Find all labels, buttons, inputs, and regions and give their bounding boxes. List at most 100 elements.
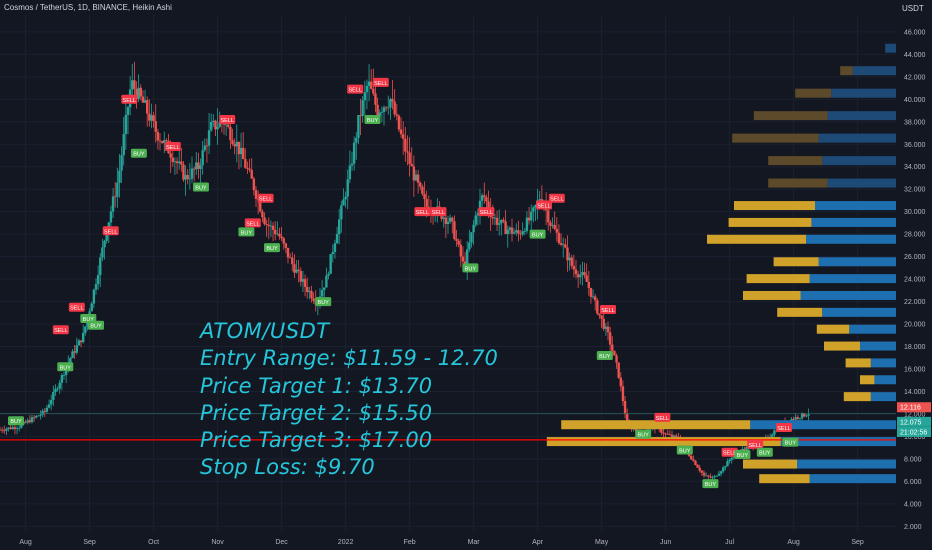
volume-profile-down-bar [561, 420, 751, 430]
candle-body [512, 232, 516, 234]
candle-body [103, 240, 106, 248]
candle-body [423, 193, 426, 200]
candle-body [308, 290, 311, 292]
sell-signal: SELL [430, 207, 447, 217]
candle-body [227, 124, 230, 127]
signal-box [238, 227, 255, 237]
candle-body [606, 326, 610, 333]
price-tick-label: 42.000 [904, 74, 926, 81]
volume-profile-down-bar [743, 290, 801, 300]
price-tick-label: 16.000 [904, 367, 926, 374]
candle-body [414, 174, 418, 181]
candle-body [696, 464, 699, 468]
candle-body [165, 140, 168, 141]
candle-body [276, 233, 279, 235]
candle-body [773, 430, 776, 435]
candle-body [11, 427, 14, 429]
candle-body [52, 391, 55, 401]
time-tick-label: Jul [725, 539, 734, 546]
candle-body [670, 434, 674, 437]
sell-signal: SELL [478, 207, 495, 217]
candle-body [389, 99, 392, 108]
candle-body [212, 120, 215, 123]
candle-body [303, 279, 307, 287]
candle-body [346, 179, 349, 197]
signal-label: SELL [723, 451, 736, 457]
candle-body [242, 147, 245, 160]
candle-body [105, 234, 108, 241]
signal-box [414, 207, 431, 217]
candle-body [79, 340, 83, 343]
volume-profile-down-bar [746, 274, 810, 284]
candle-body [148, 113, 151, 121]
signal-box [88, 320, 104, 330]
candle-body [365, 85, 369, 93]
candle-body [210, 122, 213, 131]
signal-label: SELL [374, 81, 387, 87]
signal-label: SELL [259, 197, 272, 203]
candle-body [235, 141, 238, 147]
volume-profile-down-bar [768, 156, 823, 166]
candle-body [250, 169, 253, 179]
candle-body [743, 448, 746, 450]
candle-body [54, 388, 57, 392]
price-tick-label: 40.000 [904, 97, 926, 104]
price-tick-label: 44.000 [904, 52, 926, 59]
signal-box [57, 362, 74, 372]
signal-box [747, 439, 764, 449]
volume-profile-down-bar [777, 307, 823, 317]
candle-body [338, 219, 341, 235]
candle-body [184, 175, 187, 180]
candle-body [485, 197, 488, 202]
volume-profile-up-bar [822, 156, 896, 166]
candle-body [374, 93, 377, 105]
overlay-target-2: Price Target 2: $15.50 [200, 400, 433, 425]
price-label-box [897, 416, 931, 427]
candle-body [406, 151, 409, 153]
candle-body [803, 413, 806, 417]
price-tick-label: 6.000 [904, 479, 922, 486]
candle-body [43, 410, 46, 412]
candle-body [363, 92, 366, 101]
signal-box [192, 182, 209, 192]
buy-signal: BUY [756, 447, 773, 457]
time-axis[interactable]: Aug Sep Oct Nov Dec 2022 Feb Mar Apr May Jun Jul Aug… [0, 532, 896, 550]
signal-label: SELL [104, 229, 117, 235]
candle-body [163, 140, 166, 143]
candle-body [690, 455, 693, 460]
candle-body [457, 240, 460, 245]
candle-body [69, 358, 72, 363]
candle-body [137, 87, 140, 99]
time-tick-label: May [595, 539, 609, 546]
candle-body [229, 126, 232, 141]
signal-box [676, 445, 693, 455]
candle-body [771, 434, 774, 437]
sell-signal: SELL [52, 325, 69, 335]
candle-body [297, 269, 300, 271]
time-tick-label: Apr [532, 539, 544, 546]
sell-signal: SELL [600, 304, 616, 314]
price-axis[interactable]: 2.000 4.000 6.000 8.000 10.000 12.000 14.000 16… [896, 0, 932, 550]
signal-label: BUY [705, 482, 717, 488]
candle-body [589, 287, 593, 297]
candle-body [453, 221, 456, 239]
price-tick-label: 12.000 [904, 411, 926, 418]
candle-body [246, 167, 249, 169]
buy-signal: BUY [676, 445, 693, 455]
signal-box [244, 218, 261, 228]
volume-profile-up-bar [809, 274, 896, 284]
candle-body [527, 217, 531, 221]
candle-body [99, 257, 102, 276]
candle-body [404, 138, 407, 152]
candle-body [203, 145, 206, 151]
signal-label: BUY [60, 365, 72, 371]
buy-signal: BUY [57, 362, 74, 372]
candle-body [416, 174, 420, 183]
candle-body [694, 460, 697, 465]
signal-label: BUY [318, 300, 330, 306]
price-tick-label: 20.000 [904, 322, 926, 329]
candle-body [156, 131, 160, 141]
candle-body [248, 168, 251, 170]
sell-signal: SELL [721, 447, 738, 457]
